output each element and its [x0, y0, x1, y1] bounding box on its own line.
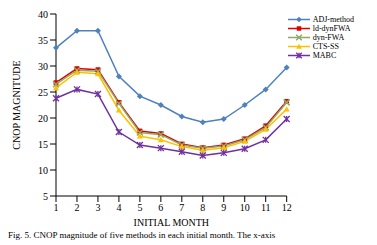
svg-text:5: 5: [43, 191, 48, 202]
svg-text:8: 8: [200, 202, 205, 213]
svg-text:CNOP MAGNITUDE: CNOP MAGNITUDE: [11, 60, 22, 149]
svg-text:25: 25: [38, 87, 48, 98]
html-text:Fig. 5. CNOP magnitude of five: Fig. 5. CNOP magnitude of five methods i…: [8, 230, 276, 240]
html-text:MABC: MABC: [312, 51, 337, 60]
svg-text:20: 20: [38, 113, 48, 124]
svg-text:INITIAL MONTH: INITIAL MONTH: [134, 217, 209, 228]
svg-text:7: 7: [179, 202, 184, 213]
html-text:ld-dynFWA: ld-dynFWA: [312, 24, 351, 33]
svg-text:5: 5: [137, 202, 142, 213]
svg-text:3: 3: [95, 202, 100, 213]
svg-text:4: 4: [116, 202, 121, 213]
svg-text:15: 15: [38, 139, 48, 150]
svg-text:10: 10: [38, 165, 48, 176]
svg-text:12: 12: [282, 202, 292, 213]
html-text:CTS-SS: CTS-SS: [312, 42, 339, 51]
svg-text:35: 35: [38, 35, 48, 46]
svg-text:11: 11: [261, 202, 271, 213]
html-text:ADJ-method: ADJ-method: [312, 15, 354, 24]
svg-text:40: 40: [38, 9, 48, 20]
svg-text:9: 9: [221, 202, 226, 213]
svg-text:10: 10: [240, 202, 250, 213]
svg-text:1: 1: [54, 202, 59, 213]
svg-text:2: 2: [74, 202, 79, 213]
svg-text:30: 30: [38, 61, 48, 72]
svg-text:6: 6: [158, 202, 163, 213]
html-text:dyn-FWA: dyn-FWA: [312, 33, 345, 42]
